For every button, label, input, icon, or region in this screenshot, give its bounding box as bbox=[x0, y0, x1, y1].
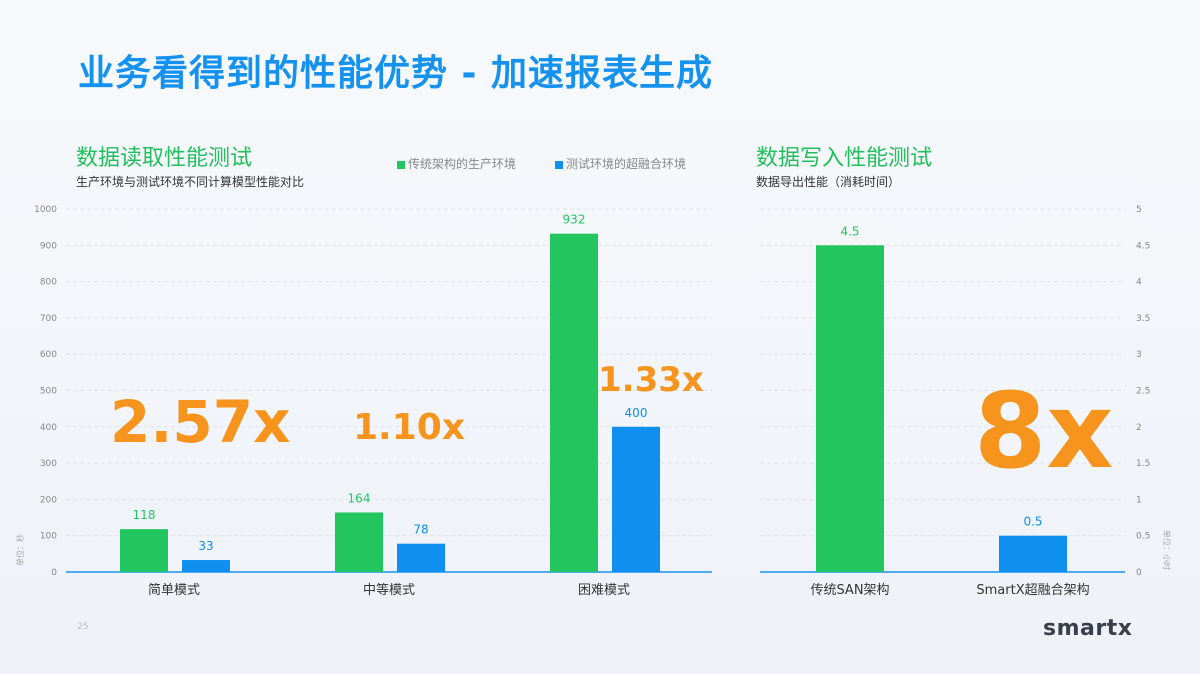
y-axis-label: 单位：小时 bbox=[1162, 530, 1172, 570]
y-tick-label: 900 bbox=[40, 241, 57, 251]
legend-label-test: 测试环境的超融合环境 bbox=[566, 157, 687, 171]
data-label: 118 bbox=[133, 508, 156, 522]
y-tick-label: 500 bbox=[40, 387, 57, 397]
x-category-label: 简单模式 bbox=[148, 582, 200, 598]
read-test-subtitle: 生产环境与测试环境不同计算模型性能对比 bbox=[76, 175, 305, 189]
y-tick-label: 1 bbox=[1136, 495, 1142, 505]
data-label: 78 bbox=[413, 523, 428, 537]
data-label: 0.5 bbox=[1023, 515, 1042, 529]
x-category-label: SmartX超融合架构 bbox=[976, 583, 1089, 598]
y-tick-label: 2 bbox=[1136, 423, 1142, 433]
bar bbox=[612, 426, 660, 572]
data-label: 33 bbox=[198, 539, 213, 553]
multiplier-hard: 1.33x bbox=[598, 360, 704, 400]
bar bbox=[816, 245, 884, 573]
y-tick-label: 4 bbox=[1136, 278, 1142, 288]
y-tick-label: 3.5 bbox=[1136, 314, 1150, 324]
x-category-label: 传统SAN架构 bbox=[810, 583, 889, 598]
bar bbox=[550, 233, 598, 572]
legend-label-production: 传统架构的生产环境 bbox=[408, 157, 517, 171]
y-tick-label: 600 bbox=[40, 350, 57, 360]
read-test-title: 数据读取性能测试 bbox=[76, 146, 253, 171]
write-test-title: 数据写入性能测试 bbox=[756, 146, 933, 171]
x-category-label: 中等模式 bbox=[363, 582, 415, 598]
write-test-subtitle: 数据导出性能（消耗时间） bbox=[756, 175, 901, 189]
bar bbox=[335, 512, 383, 572]
y-tick-label: 0 bbox=[51, 568, 57, 578]
y-tick-label: 1000 bbox=[34, 205, 57, 215]
y-tick-label: 100 bbox=[40, 532, 57, 542]
bar bbox=[999, 535, 1067, 572]
data-label: 400 bbox=[625, 406, 648, 420]
slide-title: 业务看得到的性能优势 - 加速报表生成 bbox=[78, 53, 714, 94]
y-tick-label: 400 bbox=[40, 423, 57, 433]
multiplier-medium: 1.10x bbox=[353, 407, 466, 448]
bar bbox=[397, 543, 445, 572]
data-label: 4.5 bbox=[840, 224, 859, 238]
legend-swatch-blue bbox=[555, 160, 563, 169]
bar bbox=[120, 529, 168, 572]
multiplier-simple: 2.57x bbox=[110, 388, 291, 456]
y-tick-label: 3 bbox=[1136, 350, 1142, 360]
data-label: 932 bbox=[563, 213, 586, 227]
y-tick-label: 5 bbox=[1136, 205, 1142, 215]
y-tick-label: 200 bbox=[40, 495, 57, 505]
y-tick-label: 0 bbox=[1136, 568, 1142, 578]
legend-item-test: 测试环境的超融合环境 bbox=[555, 155, 686, 172]
y-axis-label: 单位：秒 bbox=[15, 534, 25, 566]
page-number: 25 bbox=[77, 622, 89, 632]
smartx-logo: smartx bbox=[1043, 616, 1133, 641]
legend-swatch-green bbox=[397, 160, 405, 169]
y-tick-label: 2.5 bbox=[1136, 387, 1150, 397]
y-tick-label: 800 bbox=[40, 278, 57, 288]
y-tick-label: 300 bbox=[40, 459, 57, 469]
x-category-label: 困难模式 bbox=[578, 583, 630, 598]
multiplier-write: 8x bbox=[974, 370, 1114, 492]
y-tick-label: 0.5 bbox=[1136, 532, 1150, 542]
y-tick-label: 4.5 bbox=[1136, 241, 1150, 251]
legend-item-production: 传统架构的生产环境 bbox=[397, 155, 516, 172]
y-tick-label: 1.5 bbox=[1136, 459, 1150, 469]
bar bbox=[182, 560, 230, 572]
data-label: 164 bbox=[348, 491, 371, 505]
y-tick-label: 700 bbox=[40, 314, 57, 324]
